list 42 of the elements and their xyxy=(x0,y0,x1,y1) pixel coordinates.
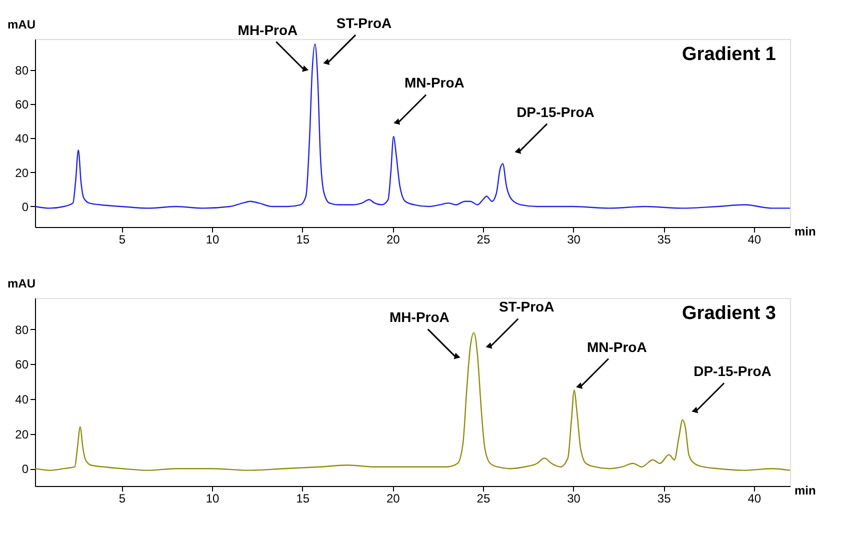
x-tick-label: 40 xyxy=(748,232,762,246)
x-tick-label: 10 xyxy=(206,232,220,246)
x-tick-label: 5 xyxy=(118,492,126,506)
y-tick-label: 20 xyxy=(15,427,29,442)
line-series xyxy=(34,44,791,209)
x-tick-label: 35 xyxy=(657,232,672,246)
x-axis-title: min xyxy=(794,224,816,238)
x-tick-label: 40 xyxy=(748,492,762,506)
x-tick-label: 20 xyxy=(386,492,400,506)
y-tick-label: 80 xyxy=(15,63,29,78)
x-tick-label: 20 xyxy=(386,232,400,246)
y-axis-title: mAU xyxy=(8,276,36,290)
annotation: DP-15-ProA xyxy=(516,104,594,120)
x-tick-label: 15 xyxy=(296,232,310,246)
y-tick-label: 40 xyxy=(15,392,29,406)
y-tick-label: 40 xyxy=(15,132,29,146)
y-tick-label: 0 xyxy=(22,462,29,476)
y-tick-label: 20 xyxy=(15,166,29,180)
annotation: MH-ProA xyxy=(390,309,450,326)
y-tick-label: 80 xyxy=(15,322,29,337)
x-tick-label: 30 xyxy=(567,492,581,506)
x-tick-label: 15 xyxy=(296,492,310,506)
x-tick-label: 10 xyxy=(206,492,220,506)
chart-title: Gradient 1 xyxy=(682,44,776,65)
y-tick-label: 60 xyxy=(15,358,29,372)
x-tick-label: 25 xyxy=(476,232,490,246)
annotation: DP-15-ProA xyxy=(694,363,772,380)
line-series xyxy=(34,332,791,471)
annotation: MH-ProA xyxy=(238,22,298,38)
chart-title: Gradient 3 xyxy=(682,303,776,324)
y-axis-title: mAU xyxy=(8,18,36,32)
x-axis-title: min xyxy=(794,484,816,498)
annotation: MN-ProA xyxy=(404,74,464,91)
x-tick-label: 25 xyxy=(476,492,490,506)
annotation: ST-ProA xyxy=(336,14,392,31)
x-tick-label: 35 xyxy=(657,492,672,506)
y-tick-label: 60 xyxy=(15,97,29,112)
y-tick-label: 0 xyxy=(22,200,29,214)
x-tick-label: 5 xyxy=(118,232,126,246)
annotation: MN-ProA xyxy=(586,338,647,355)
x-tick-label: 30 xyxy=(567,232,581,246)
annotation: ST-ProA xyxy=(498,298,554,315)
